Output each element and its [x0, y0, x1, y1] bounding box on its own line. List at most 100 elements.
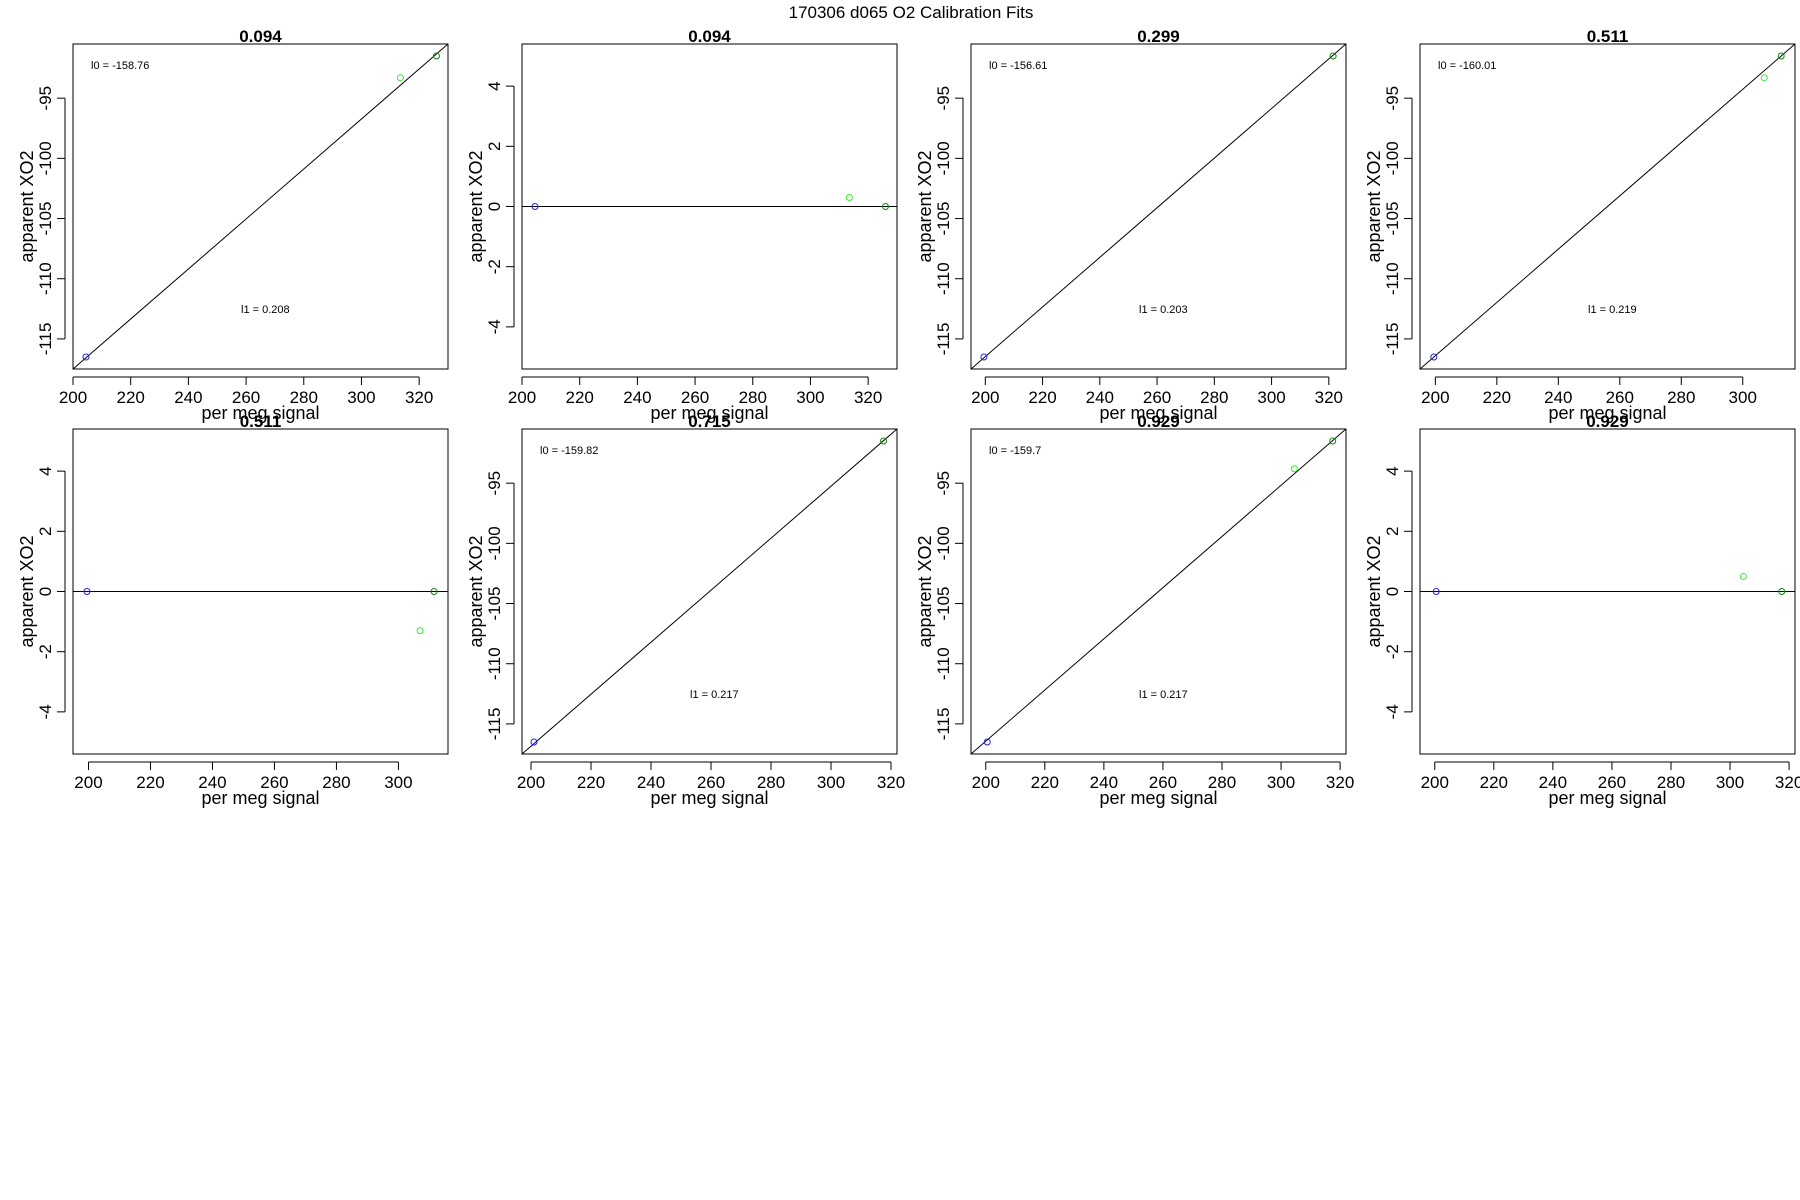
data-point — [416, 627, 424, 635]
x-tick-label: 240 — [623, 388, 651, 407]
plot-area — [1420, 572, 1795, 595]
data-point — [1430, 353, 1438, 361]
x-tick-label: 320 — [405, 388, 433, 407]
x-axis-label: per meg signal — [650, 788, 768, 808]
figure-title: 170306 d065 O2 Calibration Fits — [789, 3, 1034, 22]
x-tick-label: 260 — [1606, 388, 1634, 407]
data-point — [530, 738, 538, 746]
y-tick-label: -95 — [36, 86, 55, 111]
y-axis-label: apparent XO2 — [17, 150, 37, 262]
y-tick-label: -95 — [934, 86, 953, 111]
plot-area — [522, 429, 897, 754]
x-tick-label: 280 — [322, 773, 350, 792]
data-point — [1432, 588, 1440, 595]
y-tick-label: -115 — [934, 708, 953, 741]
data-point — [1329, 52, 1337, 60]
data-point — [845, 193, 853, 201]
y-tick-label: -95 — [1383, 86, 1402, 111]
fit-line — [1420, 44, 1795, 369]
y-tick-label: -110 — [36, 262, 55, 295]
plot-frame — [72, 43, 449, 370]
x-tick-label: 260 — [681, 388, 709, 407]
x-tick-label: 280 — [1657, 773, 1685, 792]
y-tick-label: 0 — [485, 202, 504, 211]
y-axis-label: apparent XO2 — [915, 150, 935, 262]
x-tick-label: 240 — [637, 773, 665, 792]
data-point — [396, 74, 404, 82]
x-tick-label: 280 — [1200, 388, 1228, 407]
data-point — [881, 203, 889, 210]
fit-line — [73, 44, 448, 369]
panel-title: 0.929 — [1137, 412, 1180, 431]
y-tick-label: 0 — [1383, 587, 1402, 596]
y-tick-label: -105 — [1383, 202, 1402, 236]
x-tick-label: 300 — [1729, 388, 1757, 407]
y-tick-label: -4 — [485, 319, 504, 334]
data-point — [531, 203, 539, 210]
y-tick-label: 4 — [36, 466, 55, 475]
y-axis-label: apparent XO2 — [466, 535, 486, 647]
x-tick-label: 320 — [1315, 388, 1343, 407]
annotation-l1: l1 = 0.217 — [1139, 689, 1188, 701]
annotation-l0: l0 = -160.01 — [1438, 60, 1496, 72]
x-tick-label: 200 — [74, 773, 102, 792]
data-point — [1739, 572, 1747, 580]
fit-line — [971, 44, 1346, 369]
x-tick-label: 220 — [1031, 773, 1059, 792]
plot-area — [1420, 44, 1795, 369]
x-tick-label: 220 — [577, 773, 605, 792]
x-tick-label: 300 — [796, 388, 824, 407]
data-point — [1778, 588, 1786, 595]
data-point — [82, 353, 90, 361]
x-tick-label: 260 — [697, 773, 725, 792]
x-tick-label: 220 — [566, 388, 594, 407]
y-tick-label: -105 — [36, 202, 55, 236]
y-tick-label: -4 — [1383, 704, 1402, 719]
panel-title: 0.511 — [240, 412, 282, 431]
y-tick-label: -110 — [934, 647, 953, 680]
data-point — [983, 738, 991, 746]
x-tick-label: 300 — [384, 773, 412, 792]
data-point — [1777, 52, 1785, 60]
x-tick-label: 200 — [59, 388, 87, 407]
panel-title: 0.299 — [1137, 27, 1180, 46]
x-tick-label: 200 — [508, 388, 536, 407]
panel-title: 0.094 — [688, 27, 731, 46]
y-tick-label: 4 — [485, 81, 504, 90]
x-tick-label: 200 — [517, 773, 545, 792]
x-axis-label: per meg signal — [1099, 403, 1217, 423]
x-tick-label: 220 — [1483, 388, 1511, 407]
x-tick-label: 220 — [1480, 773, 1508, 792]
x-tick-label: 220 — [1028, 388, 1056, 407]
annotation-l0: l0 = -159.7 — [989, 445, 1041, 457]
x-tick-label: 200 — [1421, 388, 1449, 407]
data-point — [1329, 437, 1337, 445]
x-tick-label: 260 — [260, 773, 288, 792]
x-tick-label: 300 — [1267, 773, 1295, 792]
y-axis-label: apparent XO2 — [1364, 535, 1384, 647]
fit-line — [971, 429, 1346, 754]
plot-area — [522, 193, 897, 210]
y-tick-label: -115 — [1383, 323, 1402, 356]
plot-area — [971, 429, 1346, 754]
panel-title: 0.715 — [688, 412, 731, 431]
chart-panel-7: 0.929 200 220 240 260 280 300 320 per meg signal… — [915, 412, 1354, 808]
y-tick-label: -110 — [934, 262, 953, 295]
annotation-l1: l1 = 0.219 — [1588, 304, 1637, 316]
x-tick-label: 280 — [1667, 388, 1695, 407]
y-tick-label: -100 — [934, 141, 953, 175]
x-tick-label: 260 — [1143, 388, 1171, 407]
y-tick-label: -2 — [485, 259, 504, 274]
data-point — [1760, 74, 1768, 82]
y-tick-label: -95 — [934, 471, 953, 496]
x-tick-label: 320 — [1775, 773, 1800, 792]
x-tick-label: 300 — [817, 773, 845, 792]
data-point — [980, 353, 988, 361]
x-tick-label: 260 — [1598, 773, 1626, 792]
y-tick-label: -105 — [485, 587, 504, 621]
plot-area — [73, 588, 448, 635]
x-tick-label: 220 — [136, 773, 164, 792]
y-tick-label: -110 — [1383, 262, 1402, 295]
